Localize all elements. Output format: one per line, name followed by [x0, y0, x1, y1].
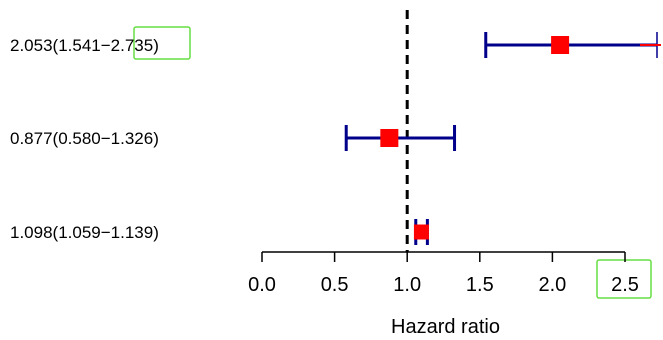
- x-tick-label: 1.0: [393, 274, 421, 296]
- highlight-box-tick: [596, 259, 652, 299]
- x-tick-label: 0.5: [321, 274, 349, 296]
- x-tick-label: 2.5: [611, 274, 639, 296]
- x-axis: 0.0 0.5 1.0 1.5 2.0 2.5: [248, 251, 639, 296]
- x-tick-label: 1.5: [466, 274, 494, 296]
- x-tick-label: 0.0: [248, 274, 276, 296]
- highlight-layer: [133, 26, 652, 299]
- highlight-box-upper-ci: [133, 26, 191, 60]
- hazard-ratio-point: [413, 224, 429, 240]
- row-label: 0.877(0.580−1.326): [10, 129, 159, 148]
- forest-row: 1.098(1.059−1.139): [10, 219, 429, 245]
- forest-row: 2.053(1.541−2.735): [10, 32, 661, 58]
- x-tick-label: 2.0: [538, 274, 566, 296]
- rows-layer: 2.053(1.541−2.735) 0.877(0.580−1.326) 1.09…: [10, 32, 661, 245]
- forest-row: 0.877(0.580−1.326): [10, 125, 457, 151]
- hazard-ratio-point: [551, 36, 570, 54]
- row-label: 1.098(1.059−1.139): [10, 223, 159, 242]
- hazard-ratio-point: [380, 129, 399, 147]
- x-axis-title: Hazard ratio: [391, 316, 500, 338]
- row-label: 2.053(1.541−2.735): [10, 36, 159, 55]
